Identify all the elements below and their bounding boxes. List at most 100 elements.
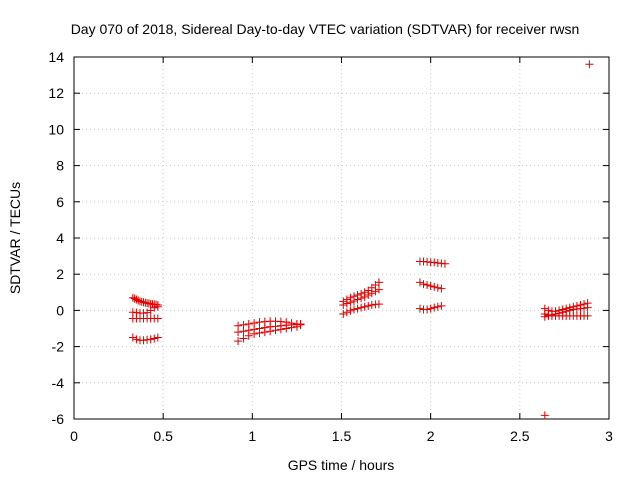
data-point xyxy=(292,322,301,331)
data-point xyxy=(423,281,432,290)
y-axis-label: SDTVAR / TECUs xyxy=(7,182,23,294)
x-tick-label: 3 xyxy=(605,428,613,444)
data-point xyxy=(266,327,275,336)
data-point xyxy=(415,304,424,313)
data-point xyxy=(137,297,146,306)
data-point xyxy=(346,298,355,307)
data-point xyxy=(234,337,243,346)
series-arc-2c xyxy=(234,322,301,346)
data-point xyxy=(364,301,373,310)
data-point xyxy=(544,310,553,319)
x-tick-label: 0.5 xyxy=(153,428,173,444)
data-point xyxy=(276,325,285,334)
data-point xyxy=(367,300,376,309)
chart-grid xyxy=(74,57,609,419)
x-tick-label: 0 xyxy=(70,428,78,444)
data-point xyxy=(364,291,373,300)
data-point xyxy=(130,294,139,303)
data-point xyxy=(415,278,424,287)
data-point xyxy=(287,323,296,332)
data-point xyxy=(239,334,248,343)
data-point xyxy=(153,333,162,342)
data-point xyxy=(282,324,291,333)
data-point xyxy=(349,296,358,305)
data-point xyxy=(426,304,435,313)
chart-title: Day 070 of 2018, Sidereal Day-to-day VTE… xyxy=(71,21,580,37)
data-point xyxy=(150,334,159,343)
data-point xyxy=(583,311,592,320)
x-tick-label: 1 xyxy=(248,428,256,444)
data-point xyxy=(419,280,428,289)
data-point xyxy=(342,299,351,308)
y-tick-label: 14 xyxy=(48,49,64,65)
data-point xyxy=(349,305,358,314)
data-point xyxy=(430,282,439,291)
x-tick-label: 1.5 xyxy=(332,428,352,444)
data-point xyxy=(430,258,439,267)
data-point xyxy=(540,411,549,420)
data-point xyxy=(426,281,435,290)
data-point xyxy=(244,331,253,340)
data-point xyxy=(139,298,148,307)
data-point xyxy=(271,326,280,335)
data-point xyxy=(346,306,355,315)
y-tick-label: 6 xyxy=(56,194,64,210)
data-point xyxy=(360,302,369,311)
data-point xyxy=(255,329,264,338)
series-arc-4c xyxy=(415,301,446,314)
data-point xyxy=(260,328,269,337)
data-point xyxy=(353,295,362,304)
series-arc-3b xyxy=(339,285,383,309)
y-tick-label: 4 xyxy=(56,230,64,246)
data-point xyxy=(239,327,248,336)
x-axis-label: GPS time / hours xyxy=(288,457,395,473)
data-point xyxy=(430,303,439,312)
data-point xyxy=(440,259,449,268)
data-point xyxy=(132,295,141,304)
data-point xyxy=(367,289,376,298)
data-point xyxy=(150,303,159,312)
data-point xyxy=(139,336,148,345)
data-point xyxy=(585,60,594,69)
data-point xyxy=(153,302,162,311)
data-point xyxy=(342,308,351,317)
data-point xyxy=(433,302,442,311)
data-point xyxy=(360,292,369,301)
data-point xyxy=(357,303,366,312)
y-tick-label: 0 xyxy=(56,302,64,318)
data-point xyxy=(339,300,348,309)
data-point xyxy=(423,257,432,266)
data-point xyxy=(357,294,366,303)
data-point xyxy=(437,301,446,310)
x-tick-label: 2.5 xyxy=(510,428,530,444)
data-point xyxy=(339,310,348,319)
y-tick-label: -2 xyxy=(52,339,65,355)
data-points xyxy=(128,60,594,420)
data-point xyxy=(433,283,442,292)
data-point xyxy=(374,300,383,309)
data-point xyxy=(371,287,380,296)
data-point xyxy=(132,335,141,344)
data-point xyxy=(128,293,137,302)
y-tick-label: 2 xyxy=(56,266,64,282)
data-point xyxy=(374,285,383,294)
data-point xyxy=(374,278,383,287)
y-tick-label: -6 xyxy=(52,411,65,427)
data-point xyxy=(437,284,446,293)
data-point xyxy=(128,333,137,342)
data-point xyxy=(146,335,155,344)
data-point xyxy=(423,305,432,314)
series-arc-1d xyxy=(128,333,162,345)
series-arc-4b xyxy=(415,278,446,293)
y-tick-label: 8 xyxy=(56,158,64,174)
data-point xyxy=(134,296,143,305)
axis-ticks: 0 0.5 1 1.5 2 2.5 3 -6 -4 -2 0 2 4 6 8 10 12 14 xyxy=(48,49,613,444)
series-arc-1c xyxy=(128,314,162,323)
data-point xyxy=(250,329,259,338)
y-tick-label: 12 xyxy=(48,85,64,101)
y-tick-label: 10 xyxy=(48,121,64,137)
series-arc-4a xyxy=(415,257,449,268)
data-point xyxy=(540,310,549,319)
data-point xyxy=(234,328,243,337)
